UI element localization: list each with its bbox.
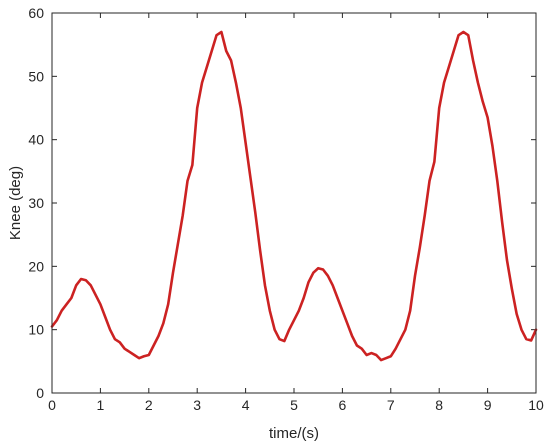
x-tick-label: 9	[484, 397, 492, 413]
tick-labels-layer: 0 1 2 3 4 5 6 7 8 9 10 0 10 20 30 40 50 60	[28, 5, 544, 413]
x-axis-label: time/(s)	[269, 425, 319, 442]
y-tick-label: 30	[28, 195, 44, 211]
series-line-0	[50, 30, 538, 362]
y-axis-label: Knee (deg)	[7, 166, 24, 240]
y-tick-label: 50	[28, 68, 44, 84]
plot-frame	[51, 12, 537, 394]
x-tick-label: 4	[242, 397, 250, 413]
x-tick-label: 6	[339, 397, 347, 413]
x-tick-label: 2	[145, 397, 153, 413]
x-tick-label: 0	[48, 397, 56, 413]
y-tick-label: 0	[36, 385, 44, 401]
y-tick-label: 40	[28, 132, 44, 148]
x-tick-label: 1	[97, 397, 105, 413]
y-tick-label: 60	[28, 5, 44, 21]
series-layer	[50, 30, 538, 362]
x-tick-label: 7	[387, 397, 395, 413]
y-tick-label: 10	[28, 322, 44, 338]
x-tick-label: 3	[193, 397, 201, 413]
y-tick-label: 20	[28, 258, 44, 274]
ticks-layer	[51, 12, 537, 394]
x-tick-label: 5	[290, 397, 298, 413]
x-tick-label: 10	[528, 397, 544, 413]
x-tick-label: 8	[435, 397, 443, 413]
